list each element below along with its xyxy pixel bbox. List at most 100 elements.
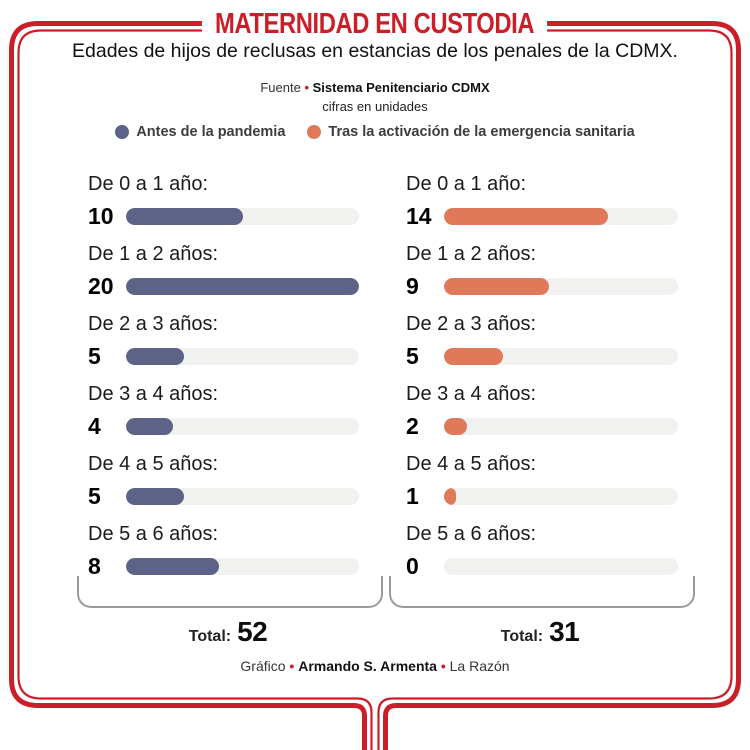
legend: Antes de la pandemia Tras la activación …: [0, 124, 750, 140]
bracket-after: [389, 576, 695, 608]
bar-value: 20: [88, 273, 114, 299]
source-bullet: •: [304, 80, 310, 95]
bar-line: 10: [88, 203, 359, 229]
bar-track: [444, 278, 678, 295]
total-after: Total: 31: [389, 616, 691, 648]
bar-value: 5: [88, 483, 101, 509]
age-group-label: De 5 a 6 años:: [88, 523, 219, 545]
age-group-label: De 1 a 2 años:: [88, 243, 219, 265]
bar-line: 5: [406, 343, 678, 369]
page-title: MATERNIDAD EN CUSTODIA: [202, 8, 548, 41]
bar-track: [126, 208, 359, 225]
credit-line: Gráfico • Armando S. Armenta • La Razón: [0, 658, 750, 674]
bar-value: 14: [406, 203, 432, 229]
bar-value: 2: [406, 413, 419, 439]
bar-value: 10: [88, 203, 114, 229]
bar-value: 1: [406, 483, 419, 509]
bar-fill: [444, 418, 468, 435]
bar-track: [444, 418, 678, 435]
bar-track: [126, 488, 359, 505]
bar-line: 9: [406, 273, 678, 299]
age-group-label: De 5 a 6 años:: [406, 523, 537, 545]
age-group-label: De 4 a 5 años:: [88, 453, 219, 475]
bar-line: 8: [88, 553, 359, 579]
credit-source: La Razón: [449, 658, 510, 674]
legend-dot-after-icon: [307, 125, 322, 139]
bar-fill: [444, 488, 456, 505]
bar-line: 2: [406, 413, 678, 439]
bar-value: 4: [88, 413, 101, 439]
bar-fill: [126, 488, 185, 505]
page-title-wrap: MATERNIDAD EN CUSTODIA: [0, 8, 750, 41]
bar-fill: [126, 558, 220, 575]
age-group-row: De 1 a 2 años: 9: [406, 240, 678, 310]
legend-item-before: Antes de la pandemia: [115, 124, 285, 140]
total-label-before: Total:: [188, 628, 232, 645]
credit-bullet-1: •: [289, 658, 295, 674]
bracket-before: [77, 576, 383, 608]
bar-track: [126, 558, 359, 575]
column-before-pandemic: De 0 a 1 año: 10 De 1 a 2 años: 20 De 2 …: [88, 170, 359, 590]
bar-fill: [126, 278, 359, 295]
bar-line: 14: [406, 203, 678, 229]
age-group-label: De 0 a 1 año:: [406, 173, 527, 195]
total-value-after: 31: [549, 616, 580, 647]
bar-fill: [126, 348, 185, 365]
bar-line: 5: [88, 343, 359, 369]
age-group-label: De 2 a 3 años:: [406, 313, 537, 335]
bar-track: [444, 488, 678, 505]
legend-dot-before-icon: [115, 125, 130, 139]
age-group-row: De 2 a 3 años: 5: [406, 310, 678, 380]
credit-prefix: Gráfico: [240, 658, 286, 674]
age-group-row: De 4 a 5 años: 5: [88, 450, 359, 520]
bar-track: [444, 348, 678, 365]
bar-value: 9: [406, 273, 419, 299]
bar-value: 8: [88, 553, 101, 579]
total-value-before: 52: [237, 616, 268, 647]
bar-track: [126, 348, 359, 365]
column-after-emergency: De 0 a 1 año: 14 De 1 a 2 años: 9 De 2 a…: [406, 170, 678, 590]
page-subtitle: Edades de hijos de reclusas en estancias…: [72, 40, 678, 62]
bar-fill: [444, 208, 608, 225]
age-group-row: De 1 a 2 años: 20: [88, 240, 359, 310]
legend-label-after: Tras la activación de la emergencia sani…: [328, 124, 635, 140]
bar-fill: [126, 418, 173, 435]
age-group-label: De 4 a 5 años:: [406, 453, 537, 475]
bar-value: 5: [406, 343, 419, 369]
bar-track: [444, 208, 678, 225]
units-note: cifras en unidades: [322, 99, 428, 114]
age-group-label: De 3 a 4 años:: [88, 383, 219, 405]
rows-after: De 0 a 1 año: 14 De 1 a 2 años: 9 De 2 a…: [406, 170, 678, 590]
age-group-row: De 0 a 1 año: 14: [406, 170, 678, 240]
age-group-row: De 4 a 5 años: 1: [406, 450, 678, 520]
source-name: Sistema Penitenciario CDMX: [312, 80, 490, 95]
age-group-row: De 5 a 6 años: 8: [88, 520, 359, 590]
bar-line: 20: [88, 273, 359, 299]
source-line: Fuente • Sistema Penitenciario CDMX: [0, 80, 750, 95]
total-label-after: Total:: [500, 628, 544, 645]
bar-line: 1: [406, 483, 678, 509]
bar-value: 0: [406, 553, 419, 579]
age-group-label: De 0 a 1 año:: [88, 173, 209, 195]
age-group-row: De 2 a 3 años: 5: [88, 310, 359, 380]
bar-fill: [444, 348, 503, 365]
source-prefix: Fuente: [260, 80, 301, 95]
bar-line: 4: [88, 413, 359, 439]
bar-value: 5: [88, 343, 101, 369]
rows-before: De 0 a 1 año: 10 De 1 a 2 años: 20 De 2 …: [88, 170, 359, 590]
total-before: Total: 52: [77, 616, 379, 648]
age-group-row: De 0 a 1 año: 10: [88, 170, 359, 240]
credit-bullet-2: •: [440, 658, 446, 674]
legend-item-after: Tras la activación de la emergencia sani…: [307, 124, 635, 140]
legend-label-before: Antes de la pandemia: [136, 124, 286, 140]
age-group-label: De 2 a 3 años:: [88, 313, 219, 335]
age-group-row: De 3 a 4 años: 2: [406, 380, 678, 450]
bar-line: 0: [406, 553, 678, 579]
bar-line: 5: [88, 483, 359, 509]
bar-track: [126, 418, 359, 435]
bar-fill: [126, 208, 243, 225]
bar-fill: [444, 278, 550, 295]
age-group-label: De 1 a 2 años:: [406, 243, 537, 265]
age-group-row: De 5 a 6 años: 0: [406, 520, 678, 590]
